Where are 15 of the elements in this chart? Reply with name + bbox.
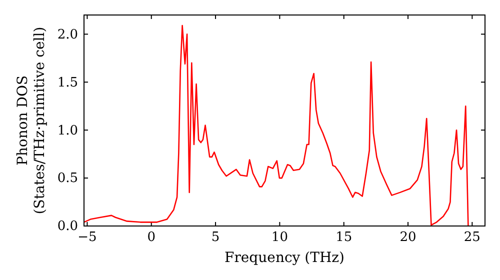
y-tick-label: 1.0 — [57, 123, 78, 138]
line-series — [83, 24, 469, 227]
x-tick-label: 25 — [464, 230, 480, 246]
x-tick-label: 20 — [400, 230, 416, 246]
y-axis-title: Phonon DOS (States/THz·primitive cell) — [15, 26, 48, 214]
y-tick-label: 2.0 — [57, 27, 78, 42]
x-tick-label: 10 — [271, 230, 288, 246]
x-tick-label: 5 — [211, 230, 220, 246]
x-axis-title: Frequency (THz) — [224, 250, 345, 266]
x-tick-label: 0 — [147, 230, 156, 246]
y-tick-label: 0.0 — [57, 219, 78, 234]
y-tick-label: 1.5 — [57, 75, 78, 90]
x-tick-label: 15 — [336, 230, 352, 246]
y-tick-label: 0.5 — [57, 171, 78, 186]
x-tick-label: −5 — [78, 230, 97, 246]
